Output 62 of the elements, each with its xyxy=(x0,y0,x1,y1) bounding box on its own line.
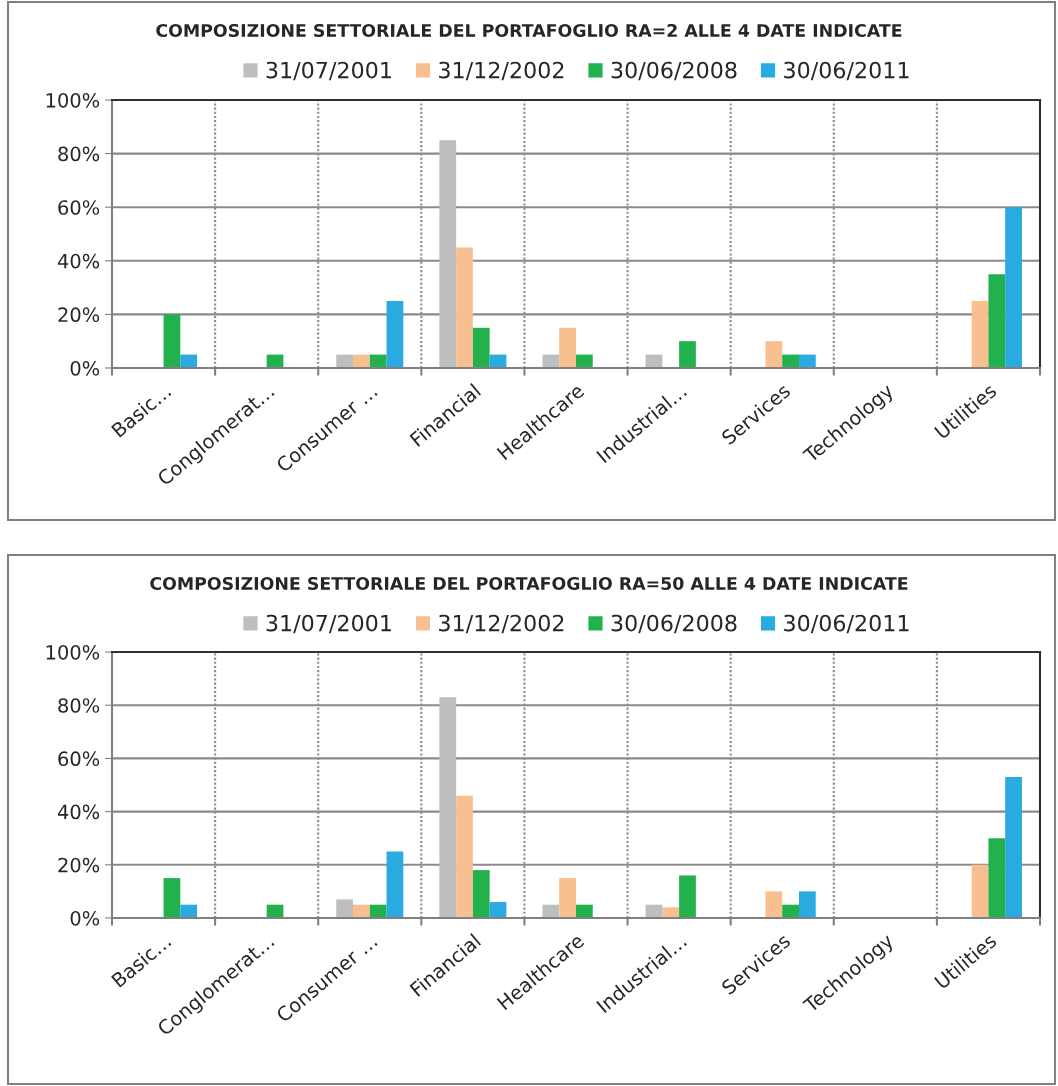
legend-label: 31/07/2001 xyxy=(266,61,391,81)
chart-title: COMPOSIZIONE SETTORIALE DEL PORTAFOGLIO RA=2 ALLE 4 DATE INDICATE xyxy=(156,23,902,38)
bar xyxy=(679,341,696,368)
y-tick-label: 80% xyxy=(58,146,100,162)
bar xyxy=(559,878,576,918)
bar xyxy=(163,314,181,368)
legend-label: 31/07/2001 xyxy=(266,614,391,634)
bar xyxy=(369,354,387,368)
bar xyxy=(472,870,490,918)
y-tick-label: 60% xyxy=(58,751,100,767)
y-tick-label: 100% xyxy=(46,644,100,660)
bar xyxy=(576,354,593,368)
bar xyxy=(386,301,404,368)
y-tick-label: 40% xyxy=(57,253,100,269)
bar xyxy=(386,851,404,918)
bar xyxy=(971,301,989,368)
legend-label: 31/12/2002 xyxy=(439,614,564,634)
chart-title: COMPOSIZIONE SETTORIALE DEL PORTAFOGLIO RA=50 ALLE 4 DATE INDICATE xyxy=(150,576,908,591)
bar xyxy=(1005,207,1022,368)
bar xyxy=(988,838,1006,918)
bar xyxy=(798,354,816,368)
legend-label: 31/12/2002 xyxy=(439,61,564,81)
bar xyxy=(180,904,198,918)
y-tick-label: 80% xyxy=(58,698,100,713)
bar xyxy=(662,907,680,918)
bar xyxy=(576,904,593,918)
bar xyxy=(971,864,989,918)
bar xyxy=(798,891,816,918)
bar xyxy=(489,902,507,918)
bar xyxy=(765,891,783,918)
y-tick-label: 40% xyxy=(57,804,100,820)
bar xyxy=(456,247,473,368)
bar xyxy=(559,327,576,368)
bar xyxy=(163,878,181,918)
bar xyxy=(369,904,387,918)
bar xyxy=(1005,777,1022,918)
bar xyxy=(988,274,1006,368)
bar xyxy=(542,904,560,918)
y-tick-label: 20% xyxy=(58,857,100,873)
legend-label: 30/06/2008 xyxy=(611,614,737,634)
legend-label: 30/06/2011 xyxy=(784,61,909,81)
y-tick-label: 100% xyxy=(46,92,100,108)
bar xyxy=(336,354,354,368)
bar xyxy=(439,140,457,368)
y-tick-label: 0% xyxy=(70,360,100,376)
bar xyxy=(472,327,490,368)
legend-label: 30/06/2011 xyxy=(784,614,909,634)
bar xyxy=(439,697,457,918)
bar xyxy=(336,899,354,918)
bar xyxy=(782,904,799,918)
bar xyxy=(456,795,473,918)
y-tick-label: 0% xyxy=(70,910,100,926)
legend-label: 30/06/2008 xyxy=(611,61,737,81)
bar xyxy=(765,341,783,368)
bar xyxy=(782,354,799,368)
y-tick-label: 20% xyxy=(58,307,100,323)
bar xyxy=(353,904,370,918)
y-tick-label: 60% xyxy=(58,200,100,215)
bar xyxy=(542,354,560,368)
bar xyxy=(353,354,370,368)
bar xyxy=(679,875,696,918)
bar xyxy=(180,354,198,368)
